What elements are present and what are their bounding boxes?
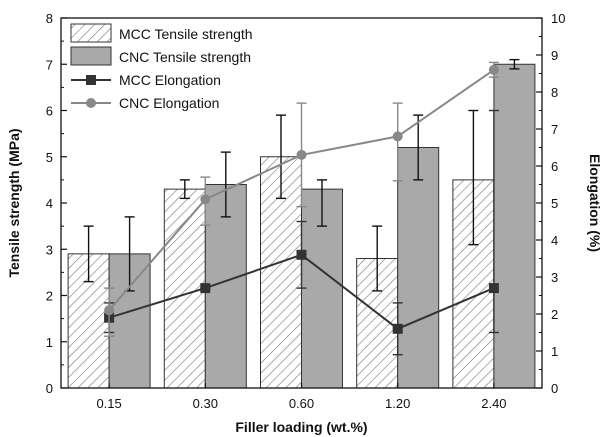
y2-axis-title: Elongation (%)	[587, 154, 603, 252]
y2-tick-label-5: 5	[551, 196, 558, 211]
legend: MCC Tensile strength CNC Tensile strength…	[70, 23, 253, 111]
y-tick-label-8: 8	[46, 11, 53, 26]
y2-tick-label-1: 1	[551, 344, 558, 359]
line-group	[104, 61, 499, 356]
y2-tick-label-0: 0	[551, 381, 558, 396]
bar-error-bars	[83, 58, 520, 292]
x-tick-label-4: 2.40	[481, 396, 506, 411]
x-axis-title: Filler loading (wt.%)	[235, 419, 367, 435]
y2-tick-label-4: 4	[551, 233, 558, 248]
x-tick-label-1: 0.30	[193, 396, 218, 411]
y-tick-label-2: 2	[46, 289, 53, 304]
y2-tick-label-9: 9	[551, 48, 558, 63]
point-cnc-1	[200, 194, 211, 205]
bar-cnc-3	[397, 147, 440, 389]
legend-label-cnc-elongation: CNC Elongation	[119, 95, 219, 111]
point-mcc-2	[296, 249, 307, 260]
x-tick-label-2: 0.60	[289, 396, 314, 411]
point-mcc-4	[488, 283, 499, 294]
point-cnc-2	[296, 149, 307, 160]
y2-tick-label-7: 7	[551, 122, 558, 137]
legend-label-mcc-elongation: MCC Elongation	[119, 72, 221, 88]
x-tick-label-0: 0.15	[96, 396, 121, 411]
y-tick-label-0: 0	[46, 381, 53, 396]
y2-tick-label-6: 6	[551, 159, 558, 174]
legend-label-cnc-tensile: CNC Tensile strength	[119, 49, 251, 65]
legend-swatch-cnc-tensile	[70, 46, 112, 66]
y-axis-title: Tensile strength (MPa)	[6, 128, 22, 277]
legend-swatch-mcc-tensile	[70, 23, 112, 43]
legend-marker-cnc-elongation	[86, 98, 96, 108]
y2-tick-label-8: 8	[551, 85, 558, 100]
y2-tick-label-10: 10	[551, 11, 565, 26]
point-mcc-1	[200, 283, 211, 294]
y-tick-label-3: 3	[46, 242, 53, 257]
point-cnc-4	[488, 64, 499, 75]
y-tick-label-7: 7	[46, 57, 53, 72]
bar-mcc-1	[163, 188, 206, 389]
y2-tick-label-3: 3	[551, 270, 558, 285]
y2-tick-label-2: 2	[551, 307, 558, 322]
point-mcc-3	[392, 323, 403, 334]
x-tick-label-3: 1.20	[385, 396, 410, 411]
y-tick-label-6: 6	[46, 104, 53, 119]
y-tick-label-1: 1	[46, 335, 53, 350]
point-cnc-0	[104, 305, 115, 316]
bar-cnc-4	[493, 63, 536, 389]
point-cnc-3	[392, 131, 403, 142]
y-tick-label-5: 5	[46, 150, 53, 165]
axis-ticks: 0 1 2 3 4 5 6 7 8 0 1 2 3 4 5 6 7 8 9 10 0.15 0.30 0.60 1.20 2.4…	[46, 11, 566, 411]
y-tick-label-4: 4	[46, 196, 53, 211]
legend-marker-mcc-elongation	[86, 75, 96, 85]
legend-label-mcc-tensile: MCC Tensile strength	[119, 26, 253, 42]
